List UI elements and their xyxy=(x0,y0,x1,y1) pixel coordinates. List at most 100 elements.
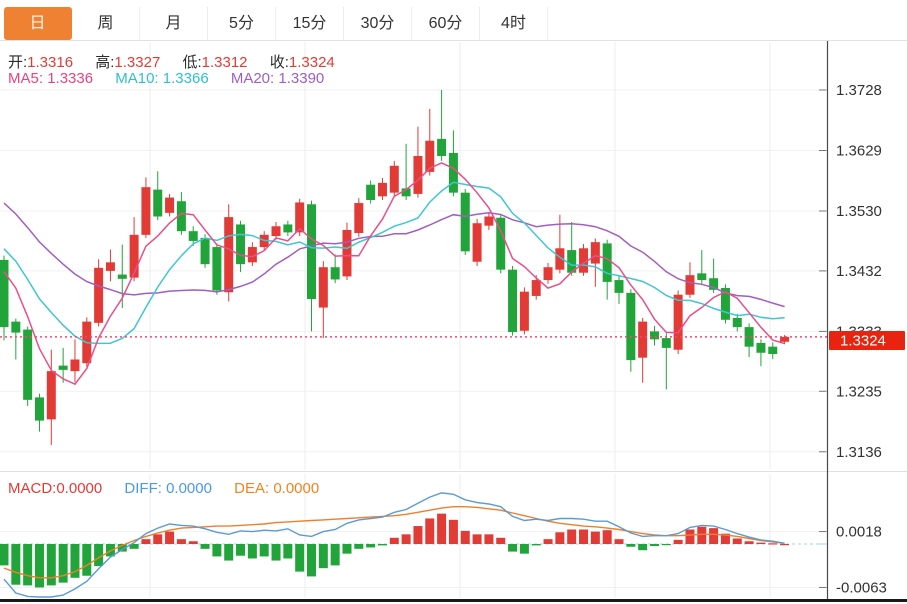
macd-bar xyxy=(626,544,636,547)
candle-body xyxy=(460,192,470,252)
candle-body xyxy=(697,273,707,281)
candle-body xyxy=(567,250,577,273)
candle-body xyxy=(330,267,340,280)
macd-bar xyxy=(472,534,482,544)
candle-body xyxy=(425,140,435,172)
macd-bar xyxy=(271,544,281,561)
low-value: 1.3312 xyxy=(201,54,248,71)
macd-bar xyxy=(58,544,68,583)
tab-30min[interactable]: 30分 xyxy=(344,7,412,40)
price-tick-label: 1.3629 xyxy=(836,143,882,160)
candle-body xyxy=(709,278,719,290)
low-label: 低: xyxy=(182,54,202,71)
price-tick-label: 1.3728 xyxy=(836,82,882,99)
candle-body xyxy=(543,267,553,281)
macd-bar xyxy=(224,544,234,561)
macd-bar xyxy=(176,539,186,544)
candle-body xyxy=(46,371,56,420)
macd-bar xyxy=(259,544,269,557)
dea-label: DEA: xyxy=(234,480,270,497)
macd-bar xyxy=(70,544,80,578)
candle-body xyxy=(519,291,529,331)
candle-body xyxy=(23,329,33,400)
tab-60min[interactable]: 60分 xyxy=(412,7,480,40)
candle-body xyxy=(70,359,80,372)
candle-body xyxy=(94,267,104,323)
macd-bar xyxy=(756,542,766,544)
candle-body xyxy=(590,242,600,264)
macd-bar xyxy=(460,530,470,544)
candle-body xyxy=(318,267,328,308)
tab-day[interactable]: 日 xyxy=(4,7,72,40)
macd-bar xyxy=(519,544,529,554)
candle-body xyxy=(649,331,659,340)
candle-body xyxy=(200,237,210,265)
candle-body xyxy=(247,247,257,263)
macd-bar xyxy=(389,537,399,544)
ma20-label: MA20: xyxy=(230,70,275,87)
high-label: 高: xyxy=(95,54,115,71)
candle-body xyxy=(756,343,766,353)
candle-body xyxy=(720,288,730,320)
tab-week[interactable]: 周 xyxy=(72,7,140,40)
macd-bar xyxy=(82,544,92,576)
candle-body xyxy=(176,201,186,232)
current-price-tag xyxy=(829,331,905,350)
macd-bar xyxy=(377,544,387,546)
candle-body xyxy=(744,327,754,347)
candle-body xyxy=(224,217,234,293)
candle-body xyxy=(377,182,387,197)
price-tick-label: 1.3136 xyxy=(836,444,882,461)
macd-bar xyxy=(34,544,44,588)
macd-bar xyxy=(354,544,364,549)
candle-body xyxy=(188,231,198,241)
ma-legend: MA5: 1.3336 MA10: 1.3366 MA20: 1.3390 xyxy=(8,70,342,87)
macd-bar xyxy=(768,543,778,545)
macd-value: 0.0000 xyxy=(56,480,103,497)
macd-bar xyxy=(732,538,742,544)
macd-label: MACD: xyxy=(8,480,57,497)
candle-body xyxy=(212,247,222,291)
macd-bar xyxy=(720,533,730,544)
tab-month[interactable]: 月 xyxy=(140,7,208,40)
candle-body xyxy=(673,294,683,350)
tab-4hour[interactable]: 4时 xyxy=(480,7,548,40)
macd-bar xyxy=(247,544,257,559)
ma20-line xyxy=(3,202,785,308)
bottom-border xyxy=(0,599,907,602)
macd-bar xyxy=(23,544,33,586)
diff-label: DIFF: xyxy=(124,480,162,497)
dea-value: 0.0000 xyxy=(273,480,320,497)
macd-bar xyxy=(508,544,518,552)
ma10-line xyxy=(3,181,785,345)
candle-body xyxy=(437,138,447,156)
macd-bar xyxy=(46,544,56,586)
macd-bar xyxy=(94,544,104,567)
macd-bar xyxy=(141,539,151,544)
macd-bar xyxy=(11,544,21,585)
tab-5min[interactable]: 5分 xyxy=(208,7,276,40)
macd-bar xyxy=(401,534,411,544)
macd-bar xyxy=(531,544,541,546)
ma5-line xyxy=(3,162,785,386)
candle-body xyxy=(626,292,636,361)
macd-bar xyxy=(318,544,328,569)
tab-15min[interactable]: 15分 xyxy=(276,7,344,40)
candle-body xyxy=(342,229,352,277)
candle-body xyxy=(58,365,68,370)
macd-bar xyxy=(188,541,198,544)
tab-bar: 日周月 5分 15分 30分 60分 4时 xyxy=(0,0,907,41)
candle-body xyxy=(153,189,163,217)
candle-body xyxy=(732,317,742,328)
macd-bar xyxy=(697,526,707,544)
candle-body xyxy=(780,336,790,342)
candle-body xyxy=(11,321,21,333)
candle-body xyxy=(484,216,494,226)
price-tick-label: 1.3235 xyxy=(836,383,882,400)
macd-bar xyxy=(307,544,317,577)
macd-tick-label: -0.0063 xyxy=(836,579,887,596)
ma5-label: MA5: xyxy=(8,70,44,87)
candle-body xyxy=(295,202,305,233)
macd-bar xyxy=(496,537,506,544)
